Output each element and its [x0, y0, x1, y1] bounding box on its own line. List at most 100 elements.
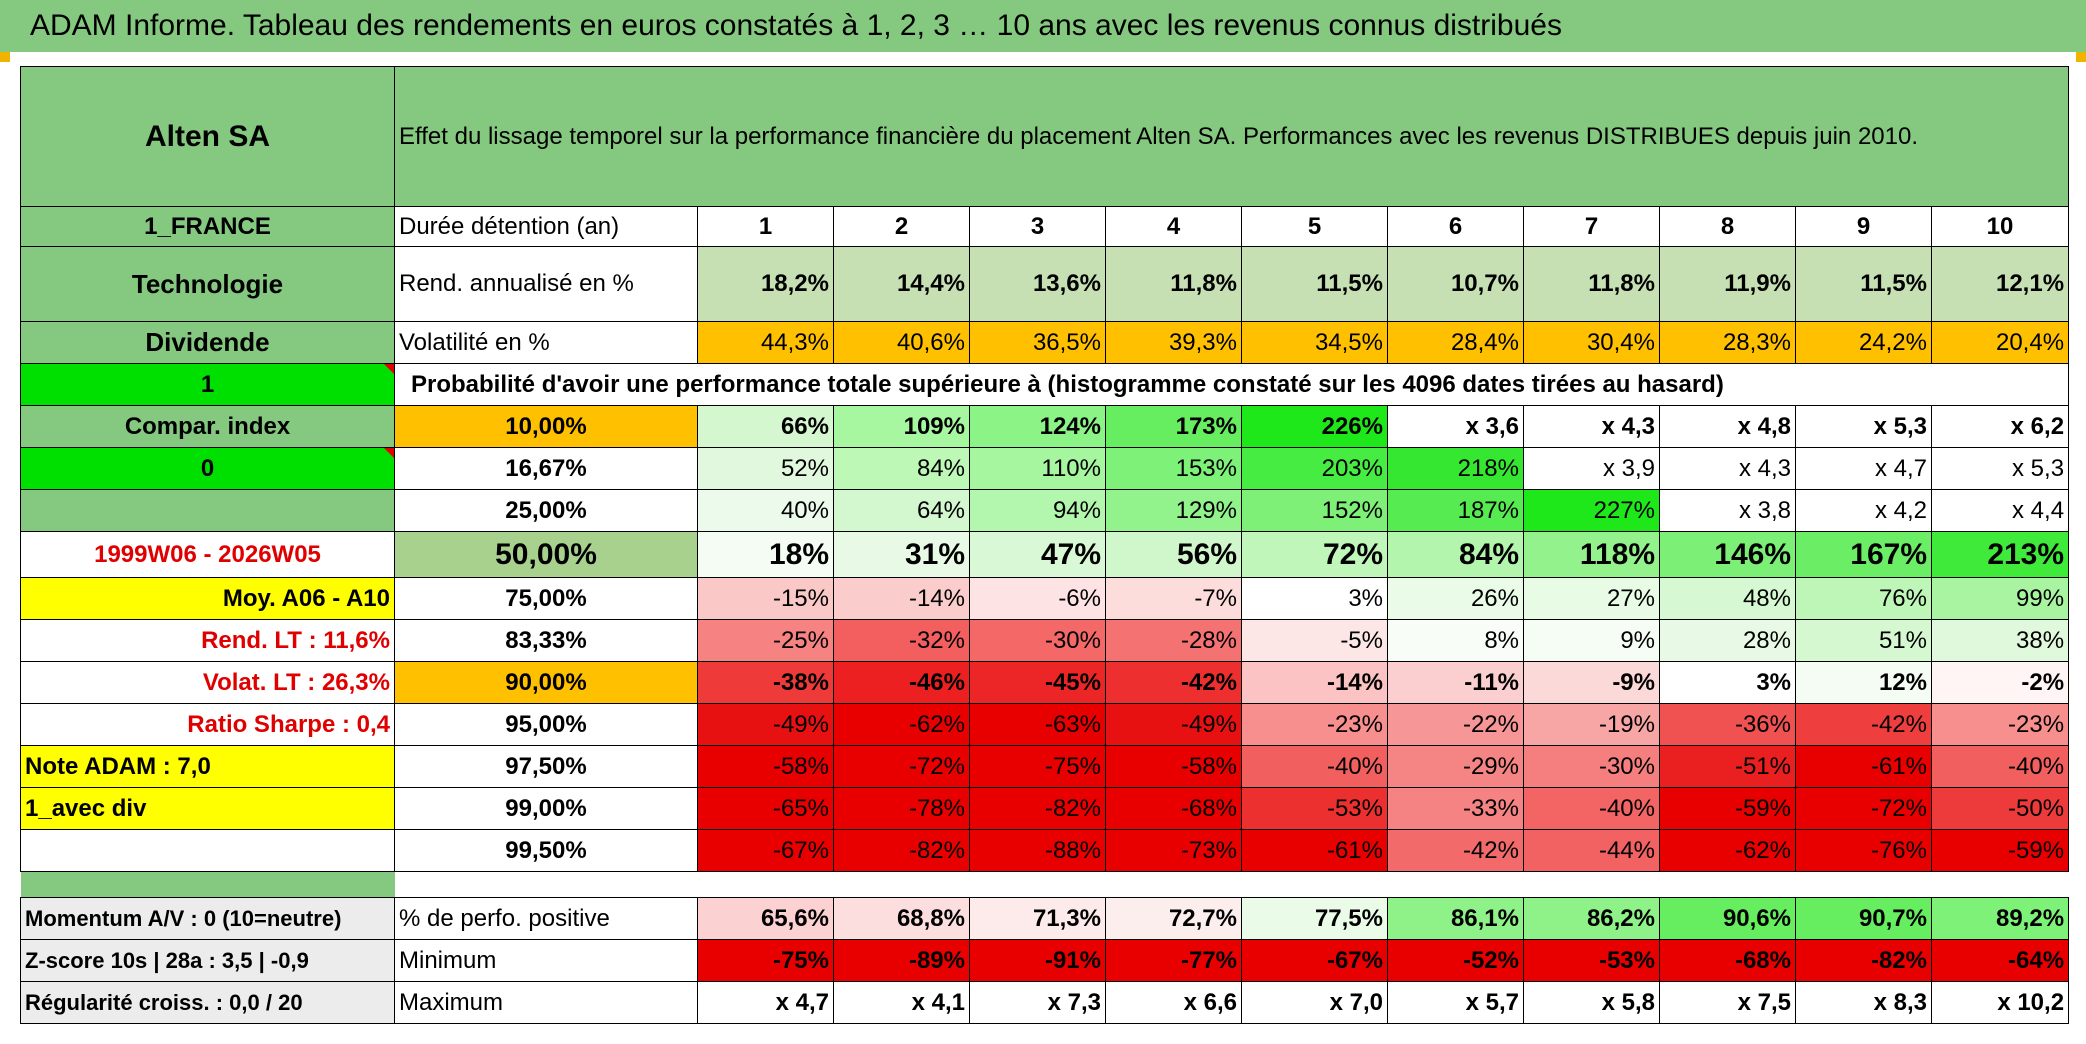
side-summary-label: Z-score 10s | 28a : 3,5 | -0,9	[20, 939, 395, 982]
quantile-value: 227%	[1523, 489, 1660, 532]
quantile-value: 110%	[969, 447, 1106, 490]
country-label: 1_FRANCE	[20, 206, 395, 247]
quantile-value: 64%	[833, 489, 970, 532]
quantile-value: 48%	[1659, 577, 1796, 620]
quantile-value: -23%	[1241, 703, 1388, 746]
duration-label: Durée détention (an)	[394, 206, 698, 247]
summary-value: -67%	[1241, 939, 1388, 982]
quantile-value: 124%	[969, 405, 1106, 448]
volatility-value: 44,3%	[697, 321, 834, 364]
quantile-threshold: 25,00%	[394, 489, 698, 532]
quantile-value: 47%	[969, 531, 1106, 578]
side-info-cell: Compar. index	[20, 405, 395, 448]
summary-value: -75%	[697, 939, 834, 982]
quantile-value: x 3,9	[1523, 447, 1660, 490]
quantile-value: -14%	[833, 577, 970, 620]
quantile-value: 40%	[697, 489, 834, 532]
quantile-threshold: 99,50%	[394, 829, 698, 872]
quantile-value: x 4,7	[1795, 447, 1932, 490]
quantile-threshold: 99,00%	[394, 787, 698, 830]
quantile-value: -49%	[1105, 703, 1242, 746]
corner-marker	[0, 52, 10, 62]
quantile-value: 203%	[1241, 447, 1388, 490]
spacer	[395, 872, 2069, 898]
quantile-value: -73%	[1105, 829, 1242, 872]
quantile-value: -65%	[697, 787, 834, 830]
quantile-value: -42%	[1387, 829, 1524, 872]
quantile-value: -40%	[1523, 787, 1660, 830]
quantile-threshold: 16,67%	[394, 447, 698, 490]
summary-value: 68,8%	[833, 897, 970, 940]
quantile-value: -42%	[1795, 703, 1932, 746]
side-summary-label: Régularité croiss. : 0,0 / 20	[20, 981, 395, 1024]
quantile-value: 52%	[697, 447, 834, 490]
quantile-value: 173%	[1105, 405, 1242, 448]
quantile-value: -45%	[969, 661, 1106, 704]
summary-value: -64%	[1930, 939, 2070, 982]
quantile-value: -72%	[833, 745, 970, 788]
performance-table: Alten SA Effet du lissage temporel sur l…	[20, 66, 2070, 1024]
quantile-value: 66%	[697, 405, 834, 448]
annual-return-value: 11,8%	[1523, 246, 1660, 322]
duration-header: 3	[969, 206, 1106, 247]
side-info-cell: Moy. A06 - A10	[20, 577, 395, 620]
quantile-value: 84%	[833, 447, 970, 490]
flag-one: 1	[20, 363, 395, 406]
quantile-value: -2%	[1930, 661, 2070, 704]
summary-value: 77,5%	[1241, 897, 1388, 940]
quantile-value: -30%	[969, 619, 1106, 662]
summary-value: x 5,8	[1523, 981, 1660, 1024]
probability-label: Probabilité d'avoir une performance tota…	[394, 363, 1932, 406]
quantile-threshold: 95,00%	[394, 703, 698, 746]
volatility-value: 30,4%	[1523, 321, 1660, 364]
quantile-value: 218%	[1387, 447, 1524, 490]
quantile-value: -82%	[969, 787, 1106, 830]
volatility-value: 36,5%	[969, 321, 1106, 364]
duration-header: 7	[1523, 206, 1660, 247]
quantile-value: x 4,3	[1523, 405, 1660, 448]
quantile-value: -7%	[1105, 577, 1242, 620]
summary-value: 89,2%	[1930, 897, 2070, 940]
annual-return-value: 18,2%	[697, 246, 834, 322]
summary-value: -68%	[1659, 939, 1796, 982]
quantile-value: 56%	[1105, 531, 1242, 578]
quantile-value: x 3,8	[1659, 489, 1796, 532]
side-info-cell: 0	[20, 447, 395, 490]
annual-return-value: 14,4%	[833, 246, 970, 322]
quantile-value: -88%	[969, 829, 1106, 872]
quantile-value: x 3,6	[1387, 405, 1524, 448]
summary-value: -53%	[1523, 939, 1660, 982]
quantile-value: -40%	[1241, 745, 1388, 788]
duration-header: 1	[697, 206, 834, 247]
quantile-value: -59%	[1930, 829, 2070, 872]
corner-marker	[2076, 52, 2086, 62]
quantile-value: 26%	[1387, 577, 1524, 620]
summary-label: Minimum	[394, 939, 698, 982]
quantile-value: -25%	[697, 619, 834, 662]
dividend-label: Dividende	[20, 321, 395, 364]
quantile-value: 76%	[1795, 577, 1932, 620]
quantile-value: x 5,3	[1795, 405, 1932, 448]
quantile-threshold: 90,00%	[394, 661, 698, 704]
quantile-value: -75%	[969, 745, 1106, 788]
quantile-value: 118%	[1523, 531, 1660, 578]
volatility-value: 28,3%	[1659, 321, 1796, 364]
quantile-value: 28%	[1659, 619, 1796, 662]
quantile-value: -50%	[1930, 787, 2070, 830]
quantile-value: 99%	[1930, 577, 2070, 620]
annual-return-value: 13,6%	[969, 246, 1106, 322]
annual-return-value: 12,1%	[1930, 246, 2070, 322]
quantile-value: -19%	[1523, 703, 1660, 746]
summary-value: 90,7%	[1795, 897, 1932, 940]
quantile-value: -63%	[969, 703, 1106, 746]
side-summary-label: Momentum A/V : 0 (10=neutre)	[20, 897, 395, 940]
volatility-value: 24,2%	[1795, 321, 1932, 364]
summary-value: x 7,0	[1241, 981, 1388, 1024]
quantile-value: 94%	[969, 489, 1106, 532]
table-description: Effet du lissage temporel sur la perform…	[393, 66, 2070, 207]
quantile-value: -28%	[1105, 619, 1242, 662]
volatility-value: 28,4%	[1387, 321, 1524, 364]
quantile-value: -6%	[969, 577, 1106, 620]
quantile-value: -68%	[1105, 787, 1242, 830]
summary-value: x 4,7	[697, 981, 834, 1024]
